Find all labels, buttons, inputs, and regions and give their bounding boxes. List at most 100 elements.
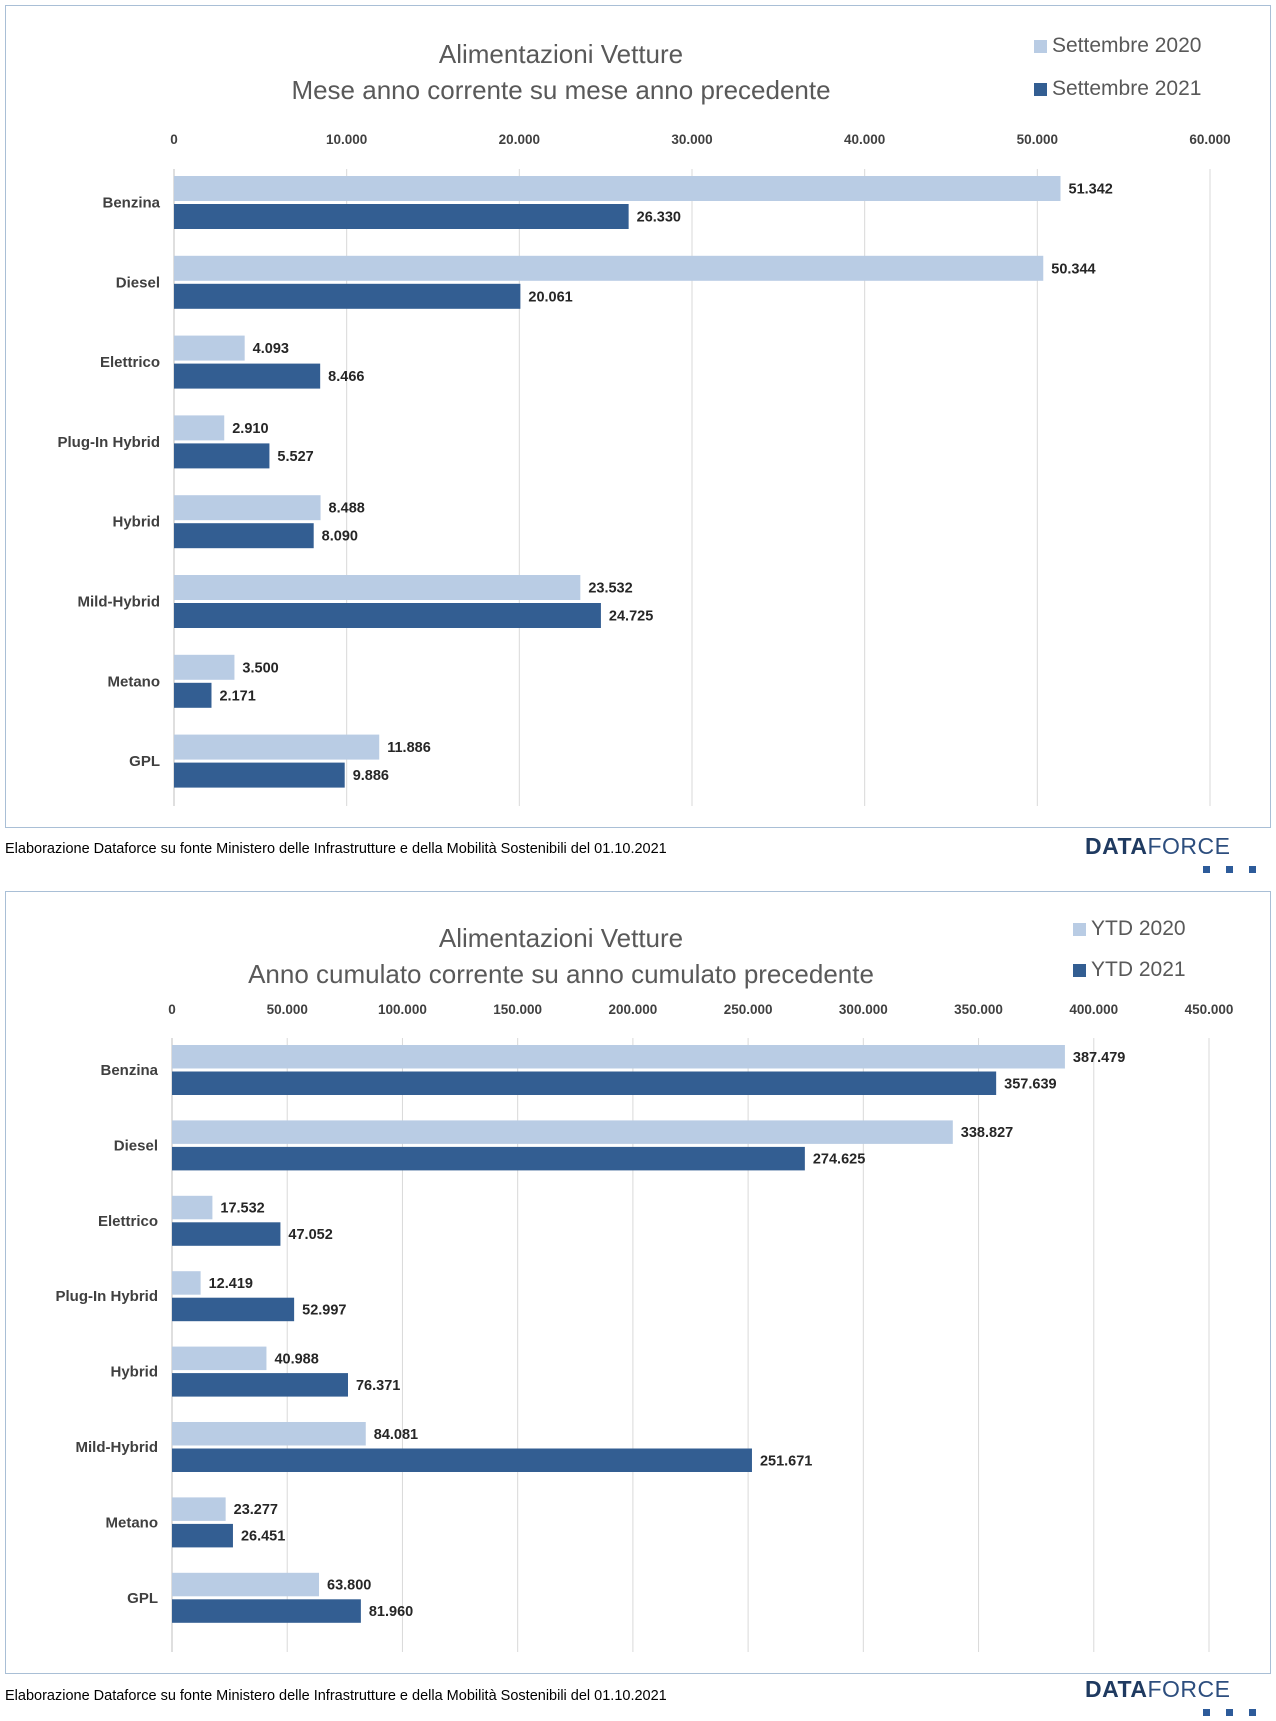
bar-current (174, 363, 321, 389)
x-tick-label: 0 (170, 132, 178, 147)
data-label: 2.910 (232, 421, 268, 437)
bar-previous (172, 1346, 267, 1371)
source-footnote: Elaborazione Dataforce su fonte Minister… (5, 1688, 667, 1704)
chart-title: Alimentazioni Vetture Anno cumulato corr… (6, 920, 1116, 992)
data-label: 50.344 (1051, 261, 1095, 277)
category-label: Plug-In Hybrid (56, 1288, 159, 1305)
legend-label-ytd2021: YTD 2021 (1091, 958, 1186, 981)
legend-item-2020: Settembre 2020 (1034, 30, 1201, 62)
category-label: Mild-Hybrid (76, 1439, 159, 1456)
data-label: 84.081 (374, 1427, 418, 1443)
data-label: 3.500 (242, 660, 278, 676)
legend-label-2020: Settembre 2020 (1052, 34, 1202, 57)
category-label: Metano (108, 673, 161, 690)
data-label: 8.488 (329, 501, 365, 517)
category-label: Hybrid (112, 514, 160, 531)
data-label: 357.639 (1004, 1076, 1056, 1092)
x-tick-label: 100.000 (378, 1002, 427, 1017)
x-tick-label: 50.000 (1017, 132, 1058, 147)
legend-item-ytd2020: YTD 2020 (1073, 913, 1186, 945)
x-tick-label: 300.000 (839, 1002, 888, 1017)
data-label: 63.800 (327, 1578, 371, 1594)
x-tick-label: 60.000 (1189, 132, 1230, 147)
legend-label-2021: Settembre 2021 (1052, 77, 1202, 100)
data-label: 40.988 (274, 1351, 318, 1367)
data-label: 17.532 (220, 1201, 264, 1217)
bar-previous (172, 1422, 366, 1446)
data-label: 20.061 (528, 289, 572, 305)
category-label: Diesel (114, 1137, 158, 1154)
data-label: 76.371 (356, 1378, 400, 1394)
bar-current (172, 1599, 361, 1623)
category-label: Benzina (102, 195, 160, 212)
bar-previous (174, 734, 380, 760)
data-label: 251.671 (760, 1453, 812, 1469)
legend-swatch-2021 (1034, 82, 1047, 96)
data-label: 12.419 (209, 1276, 253, 1292)
legend-swatch-2020 (1034, 39, 1047, 53)
x-tick-label: 150.000 (493, 1002, 542, 1017)
bar-previous (174, 495, 321, 521)
data-label: 26.330 (637, 210, 681, 226)
bar-previous (174, 255, 1044, 281)
category-label: Hybrid (110, 1364, 158, 1381)
chart-panel-monthly: Alimentazioni Vetture Mese anno corrente… (5, 5, 1271, 828)
bar-previous (172, 1271, 201, 1295)
data-label: 5.527 (277, 449, 313, 465)
chart-legend: YTD 2020 YTD 2021 (1073, 913, 1186, 986)
dataforce-logo: DATAFORCE (1085, 833, 1270, 873)
x-tick-label: 450.000 (1185, 1002, 1234, 1017)
chart-panel-ytd: Alimentazioni Vetture Anno cumulato corr… (5, 891, 1271, 1674)
data-label: 23.277 (234, 1502, 278, 1518)
category-label: Metano (106, 1514, 159, 1531)
bar-chart-monthly: 0 10.000 20.000 30.000 40.000 50.000 60.000 Ben… (58, 132, 1231, 806)
chart-title-line1: Alimentazioni Vetture (438, 923, 684, 953)
x-tick-label: 30.000 (671, 132, 712, 147)
bar-previous (174, 575, 581, 600)
bar-current (174, 443, 270, 469)
legend-item-ytd2021: YTD 2021 (1073, 954, 1186, 986)
bar-current (174, 762, 345, 788)
bar-previous (174, 335, 245, 361)
data-label: 24.725 (609, 609, 653, 625)
chart-title-line2: Anno cumulato corrente su anno cumulato … (248, 959, 874, 989)
bar-chart-ytd: 0 50.000 100.000 150.000 200.000 250.000 300.0… (56, 1002, 1234, 1652)
x-tick-label: 250.000 (724, 1002, 773, 1017)
bar-current (174, 283, 521, 309)
bar-previous (174, 415, 225, 441)
data-label: 387.479 (1073, 1050, 1125, 1066)
chart-title-line1: Alimentazioni Vetture (438, 39, 684, 69)
x-tick-label: 400.000 (1069, 1002, 1118, 1017)
bar-previous (172, 1195, 213, 1220)
data-label: 51.342 (1069, 182, 1113, 198)
bar-current (174, 523, 314, 549)
data-label: 23.532 (588, 581, 632, 597)
data-label: 81.960 (369, 1604, 413, 1620)
bar-current (172, 1222, 281, 1246)
x-tick-label: 10.000 (326, 132, 367, 147)
data-label: 4.093 (253, 341, 289, 357)
data-label: 274.625 (813, 1152, 865, 1168)
category-label: Elettrico (98, 1213, 158, 1230)
bar-current (172, 1297, 295, 1322)
bar-current (172, 1071, 997, 1095)
legend-swatch-ytd2020 (1073, 922, 1086, 936)
legend-swatch-ytd2021 (1073, 963, 1086, 977)
chart-title: Alimentazioni Vetture Mese anno corrente… (6, 36, 1116, 108)
bar-current (174, 603, 601, 628)
category-label: Mild-Hybrid (78, 594, 161, 611)
data-label: 26.451 (241, 1529, 285, 1545)
category-label: Diesel (116, 274, 160, 291)
bar-previous (174, 654, 235, 680)
x-tick-label: 200.000 (608, 1002, 657, 1017)
category-label: GPL (129, 753, 160, 770)
bar-previous (172, 1572, 320, 1597)
bar-previous (172, 1120, 953, 1144)
bar-current (172, 1146, 805, 1171)
data-label: 8.466 (328, 369, 364, 385)
data-label: 52.997 (302, 1302, 346, 1318)
bar-previous (174, 176, 1061, 201)
category-label: Plug-In Hybrid (58, 434, 161, 451)
data-label: 11.886 (387, 740, 431, 756)
bar-current (172, 1373, 348, 1397)
